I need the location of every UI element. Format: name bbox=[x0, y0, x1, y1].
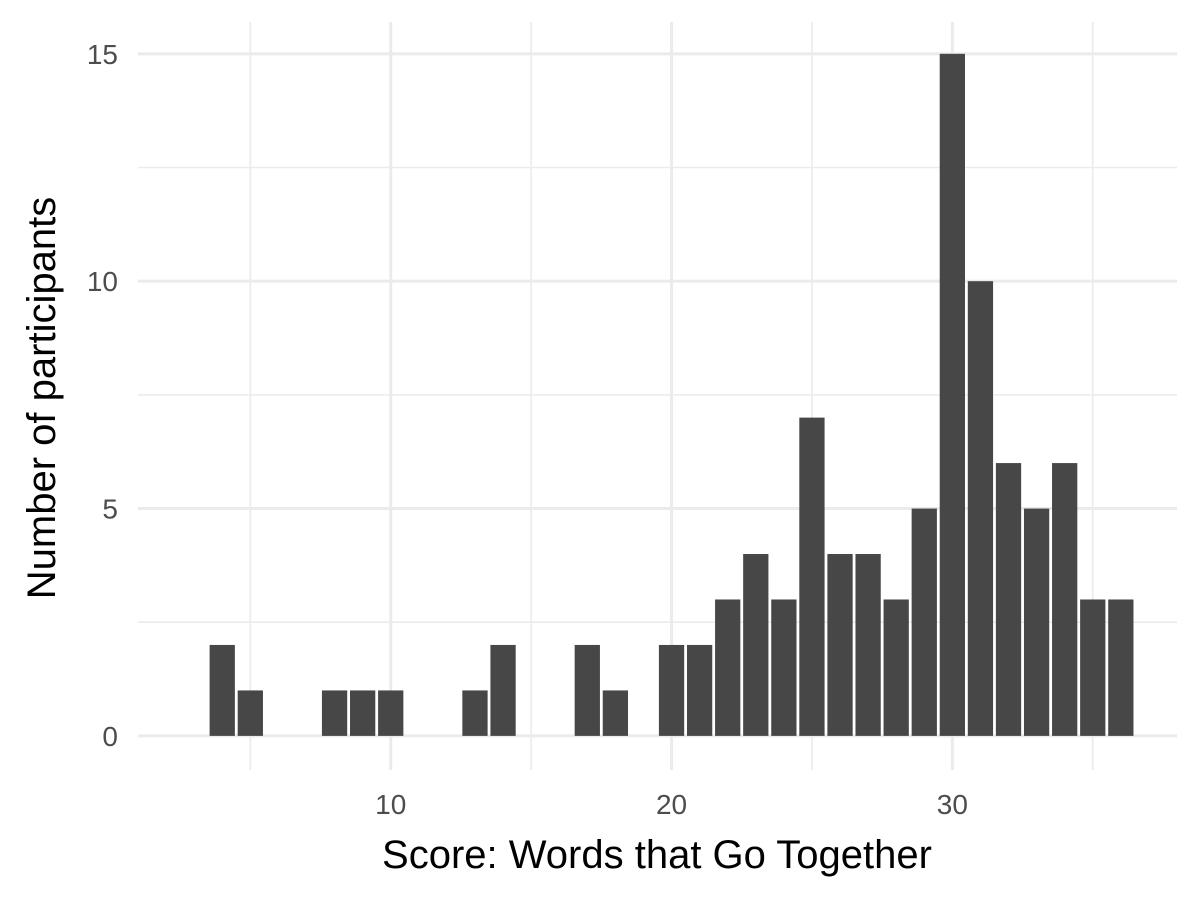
histogram-bar bbox=[1052, 463, 1078, 736]
y-axis-tick-labels: 0 5 10 15 bbox=[87, 39, 118, 752]
histogram-bar bbox=[967, 281, 994, 736]
histogram-bar bbox=[1108, 599, 1134, 736]
histogram-bar bbox=[237, 690, 263, 736]
y-tick-label: 10 bbox=[87, 266, 118, 297]
histogram-bar bbox=[490, 644, 516, 736]
histogram-bar bbox=[378, 690, 404, 736]
y-axis-title: Number of participants bbox=[20, 197, 64, 599]
y-tick-label: 5 bbox=[102, 494, 118, 525]
histogram-bar bbox=[827, 554, 853, 736]
x-axis-title: Score: Words that Go Together bbox=[382, 833, 932, 877]
histogram-bar bbox=[1080, 599, 1106, 736]
histogram-bar bbox=[771, 599, 797, 736]
bars bbox=[209, 53, 1134, 736]
x-tick-label: 10 bbox=[375, 789, 406, 820]
histogram-bar bbox=[855, 554, 881, 736]
x-axis-tick-labels: 10 20 30 bbox=[375, 789, 968, 820]
histogram-bar bbox=[602, 690, 629, 736]
histogram-bar bbox=[883, 599, 909, 736]
gridlines bbox=[138, 22, 1177, 770]
histogram-bar bbox=[715, 599, 741, 736]
x-tick-label: 30 bbox=[937, 789, 968, 820]
histogram-bar bbox=[686, 644, 713, 736]
histogram-bar bbox=[462, 690, 488, 736]
histogram-bar bbox=[209, 644, 235, 736]
histogram-bar bbox=[911, 508, 937, 736]
histogram-bar bbox=[995, 463, 1022, 736]
histogram-bar bbox=[1023, 508, 1050, 736]
x-tick-label: 20 bbox=[656, 789, 687, 820]
histogram-bar bbox=[350, 690, 376, 736]
histogram-bar bbox=[799, 417, 825, 736]
y-tick-label: 0 bbox=[102, 721, 118, 752]
y-tick-label: 15 bbox=[87, 39, 118, 70]
histogram-bar bbox=[574, 644, 600, 736]
histogram-bar bbox=[321, 690, 348, 736]
histogram-bar bbox=[939, 53, 965, 736]
histogram-bar bbox=[743, 554, 769, 736]
histogram-bar bbox=[658, 644, 685, 736]
